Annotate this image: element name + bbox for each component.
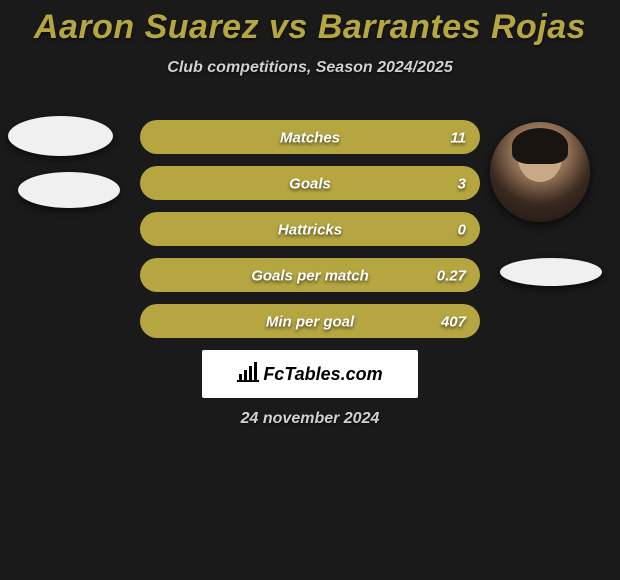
fctables-attribution: FcTables.com bbox=[202, 350, 418, 398]
fctables-logo: FcTables.com bbox=[237, 362, 382, 387]
player-right-ellipse bbox=[500, 258, 602, 286]
date-text: 24 november 2024 bbox=[241, 410, 380, 428]
fctables-text: FcTables.com bbox=[263, 364, 382, 385]
subtitle: Club competitions, Season 2024/2025 bbox=[0, 59, 620, 77]
stat-value: 3 bbox=[458, 176, 466, 193]
stat-row-goals: Goals 3 bbox=[140, 166, 480, 202]
stat-row-matches: Matches 11 bbox=[140, 120, 480, 156]
stat-value: 0.27 bbox=[437, 268, 466, 285]
stat-label: Goals per match bbox=[251, 268, 369, 285]
stat-label: Min per goal bbox=[266, 314, 354, 331]
stat-label: Goals bbox=[289, 176, 331, 193]
stat-row-hattricks: Hattricks 0 bbox=[140, 212, 480, 248]
stat-value: 11 bbox=[450, 130, 466, 147]
page-title: Aaron Suarez vs Barrantes Rojas bbox=[0, 0, 620, 47]
player-left-avatar-1 bbox=[8, 116, 113, 156]
stat-row-goals-per-match: Goals per match 0.27 bbox=[140, 258, 480, 294]
player-right-photo bbox=[490, 122, 590, 222]
bar-chart-icon bbox=[237, 362, 259, 387]
stat-row-min-per-goal: Min per goal 407 bbox=[140, 304, 480, 340]
stat-value: 0 bbox=[458, 222, 466, 239]
stat-label: Hattricks bbox=[278, 222, 342, 239]
stats-container: Matches 11 Goals 3 Hattricks 0 Goals per… bbox=[140, 120, 480, 350]
player-left-avatar-2 bbox=[18, 172, 120, 208]
stat-label: Matches bbox=[280, 130, 340, 147]
stat-value: 407 bbox=[441, 314, 466, 331]
